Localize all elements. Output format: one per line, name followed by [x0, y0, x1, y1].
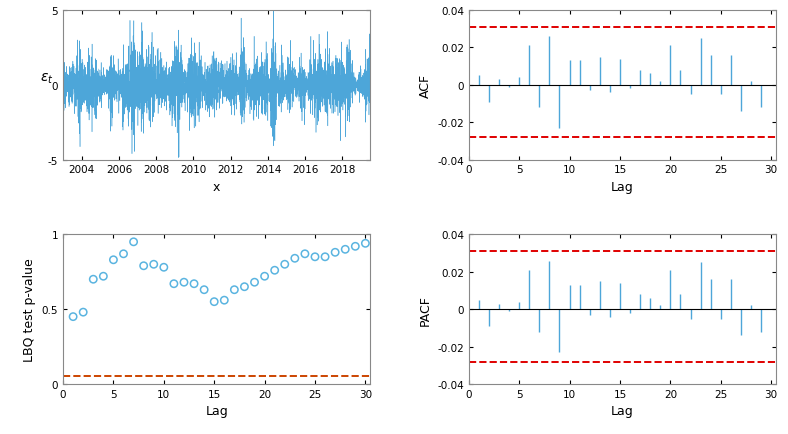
Point [147, 261, 160, 268]
Point [168, 281, 180, 288]
Point [218, 297, 231, 304]
X-axis label: Lag: Lag [611, 181, 634, 194]
Point [339, 246, 351, 253]
Point [349, 243, 362, 250]
Point [288, 255, 301, 262]
Point [269, 267, 281, 274]
Y-axis label: PACF: PACF [418, 294, 432, 325]
Point [248, 279, 261, 286]
Point [158, 264, 170, 271]
Point [238, 283, 251, 290]
Point [128, 239, 140, 246]
Point [137, 263, 150, 270]
Point [177, 279, 190, 286]
Point [309, 254, 322, 261]
Point [278, 261, 291, 268]
Point [188, 281, 200, 288]
Point [198, 286, 210, 293]
X-axis label: x: x [213, 181, 221, 194]
Point [117, 251, 130, 258]
Point [107, 256, 120, 263]
Point [67, 313, 80, 320]
X-axis label: Lag: Lag [611, 404, 634, 418]
Y-axis label: $\epsilon_t$: $\epsilon_t$ [39, 71, 54, 85]
Point [228, 286, 240, 293]
Point [87, 276, 99, 283]
Y-axis label: ACF: ACF [418, 73, 432, 98]
Point [329, 249, 341, 256]
Point [299, 251, 311, 258]
X-axis label: Lag: Lag [206, 404, 228, 418]
Point [208, 299, 221, 306]
Point [359, 240, 372, 247]
Y-axis label: LBQ test p-value: LBQ test p-value [23, 258, 36, 361]
Point [258, 273, 271, 280]
Point [319, 254, 332, 261]
Point [77, 309, 90, 316]
Point [97, 273, 110, 280]
